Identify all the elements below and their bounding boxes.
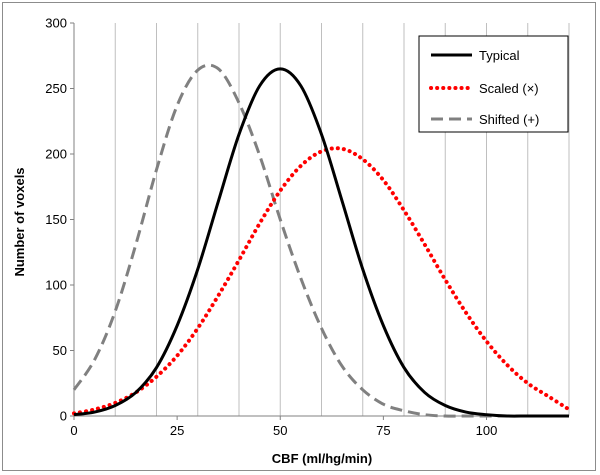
legend-label-typical: Typical (479, 48, 520, 63)
series-line-typical (73, 67, 569, 418)
y-tick-label-0: 0 (60, 409, 67, 424)
legend: Typical Scaled (×) Shifted (+) (418, 35, 569, 133)
y-tick-label-50: 50 (53, 343, 67, 358)
x-tick-label-25: 25 (170, 423, 184, 438)
x-tick-label-50: 50 (273, 423, 287, 438)
y-tick-label-250: 250 (45, 81, 67, 96)
x-tick-label-75: 75 (376, 423, 390, 438)
x-tick-label-0: 0 (70, 423, 77, 438)
x-tick-labels: 0 25 50 75 100 (70, 416, 497, 438)
y-tick-labels: 0 50 100 150 200 250 300 (45, 16, 74, 424)
y-tick-label-300: 300 (45, 16, 67, 31)
series-line-scaled (72, 146, 571, 416)
x-axis-title: CBF (ml/hg/min) (272, 451, 372, 466)
y-tick-label-150: 150 (45, 212, 67, 227)
x-tick-label-100: 100 (476, 423, 498, 438)
legend-label-shifted: Shifted (+) (479, 112, 539, 127)
legend-label-scaled: Scaled (×) (479, 81, 539, 96)
y-tick-label-100: 100 (45, 278, 67, 293)
series-lines (72, 63, 571, 418)
y-axis-title: Number of voxels (12, 167, 27, 276)
y-tick-label-200: 200 (45, 147, 67, 162)
legend-box (418, 35, 569, 133)
